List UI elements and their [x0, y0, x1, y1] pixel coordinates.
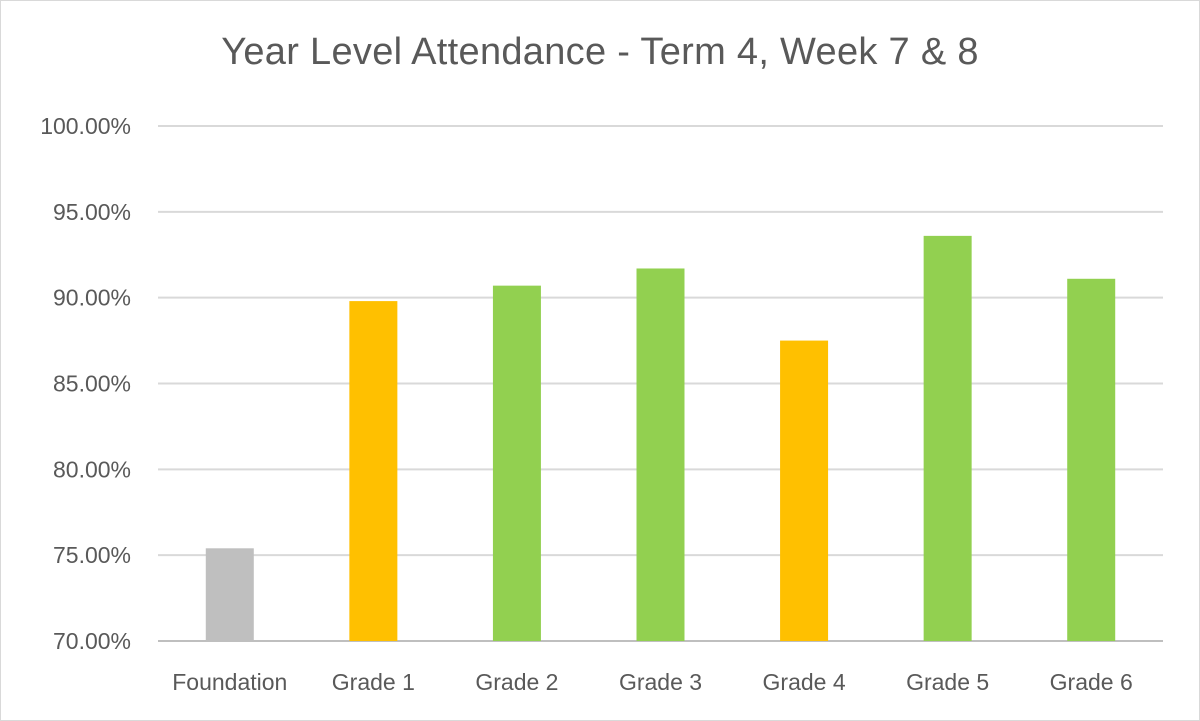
y-axis-tick-labels: 70.00% 75.00% 80.00% 85.00% 90.00% 95.00% 100.… — [40, 113, 131, 654]
y-tick-label: 100.00% — [40, 113, 131, 139]
y-tick-label: 85.00% — [53, 371, 131, 397]
y-tick-label: 95.00% — [53, 199, 131, 225]
x-tick-label: Grade 4 — [763, 669, 846, 695]
bar-grade-2 — [492, 285, 541, 641]
bars — [205, 235, 1116, 641]
bar-foundation — [205, 548, 254, 641]
bar-grade-1 — [349, 301, 398, 641]
bar-grade-3 — [636, 268, 685, 641]
x-tick-label: Grade 6 — [1050, 669, 1133, 695]
y-tick-label: 90.00% — [53, 285, 131, 311]
x-tick-label: Grade 1 — [332, 669, 415, 695]
y-tick-label: 75.00% — [53, 542, 131, 568]
x-tick-label: Grade 3 — [619, 669, 702, 695]
x-tick-label: Grade 5 — [906, 669, 989, 695]
x-tick-label: Foundation — [172, 669, 287, 695]
bar-grade-6 — [1067, 278, 1116, 641]
y-tick-label: 80.00% — [53, 456, 131, 482]
x-axis-tick-labels: Foundation Grade 1 Grade 2 Grade 3 Grade 4 Gr… — [172, 669, 1133, 695]
y-tick-label: 70.00% — [53, 628, 131, 654]
bar-grade-5 — [923, 235, 972, 641]
chart-title: Year Level Attendance - Term 4, Week 7 &… — [221, 31, 979, 73]
bar-grade-4 — [780, 340, 829, 641]
x-tick-label: Grade 2 — [475, 669, 558, 695]
